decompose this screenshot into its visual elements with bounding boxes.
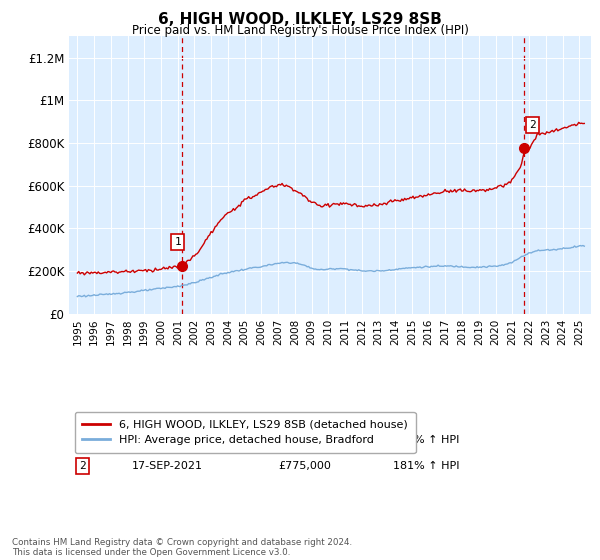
Text: 2: 2: [529, 120, 536, 130]
Text: Contains HM Land Registry data © Crown copyright and database right 2024.
This d: Contains HM Land Registry data © Crown c…: [12, 538, 352, 557]
Text: 153% ↑ HPI: 153% ↑ HPI: [392, 435, 459, 445]
Text: 1: 1: [79, 435, 85, 445]
Text: 17-SEP-2021: 17-SEP-2021: [131, 461, 203, 471]
Text: £775,000: £775,000: [278, 461, 331, 471]
Text: 6, HIGH WOOD, ILKLEY, LS29 8SB: 6, HIGH WOOD, ILKLEY, LS29 8SB: [158, 12, 442, 27]
Text: 2: 2: [79, 461, 85, 471]
Text: £225,000: £225,000: [278, 435, 331, 445]
Text: 1: 1: [175, 237, 181, 247]
Text: 29-MAR-2001: 29-MAR-2001: [131, 435, 206, 445]
Text: Price paid vs. HM Land Registry's House Price Index (HPI): Price paid vs. HM Land Registry's House …: [131, 24, 469, 37]
Legend: 6, HIGH WOOD, ILKLEY, LS29 8SB (detached house), HPI: Average price, detached ho: 6, HIGH WOOD, ILKLEY, LS29 8SB (detached…: [74, 412, 416, 453]
Text: 181% ↑ HPI: 181% ↑ HPI: [392, 461, 459, 471]
